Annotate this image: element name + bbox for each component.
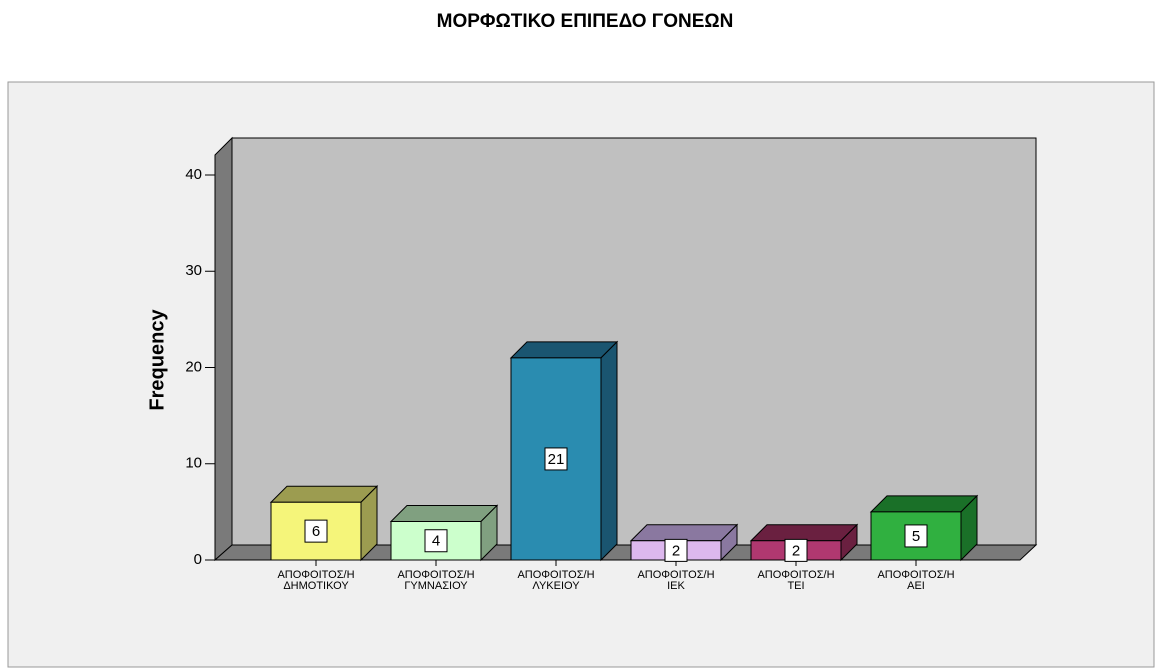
- value-label-box: [904, 524, 928, 548]
- x-tick-label: ΑΠΟΦΟΙΤΟΣ/Η ΔΗΜΟΤΙΚΟΥ: [277, 569, 354, 592]
- value-label: 2: [672, 542, 680, 559]
- value-label-box: [304, 519, 328, 543]
- value-label: 5: [912, 528, 920, 545]
- value-label: 6: [312, 523, 320, 540]
- x-tick-label: ΑΠΟΦΟΙΤΟΣ/Η ΙΕΚ: [637, 569, 714, 592]
- bar-top: [389, 505, 499, 522]
- x-tick-label: ΑΠΟΦΟΙΤΟΣ/Η ΑΕΙ: [877, 569, 954, 592]
- back-wall: [231, 137, 1037, 546]
- value-label-box: [664, 538, 688, 562]
- bar-top: [749, 524, 859, 542]
- left-wall: [214, 136, 233, 562]
- y-tick-label: 20: [185, 358, 202, 375]
- x-tick-label: ΑΠΟΦΟΙΤΟΣ/Η ΛΥΚΕΙΟΥ: [517, 569, 594, 592]
- y-tick-label: 10: [185, 455, 202, 472]
- y-tick-label: 40: [185, 166, 202, 183]
- y-axis-label: Frequency: [146, 309, 168, 411]
- value-label-box: [544, 447, 568, 471]
- bar-top: [509, 341, 619, 359]
- bar-top: [629, 524, 739, 542]
- x-tick-label: ΑΠΟΦΟΙΤΟΣ/Η ΓΥΜΝΑΣΙΟΥ: [397, 569, 474, 592]
- chart-title: ΜΟΡΦΩΤΙΚΟ ΕΠΙΠΕΔΟ ΓΟΝΕΩΝ: [437, 11, 734, 32]
- bar-top: [269, 485, 379, 503]
- y-tick-label: 0: [194, 551, 202, 568]
- bar-side: [600, 340, 618, 562]
- value-label: 21: [548, 451, 565, 468]
- y-tick-label: 30: [185, 262, 202, 279]
- value-label-box: [784, 538, 808, 562]
- value-label-box: [424, 529, 448, 553]
- value-label: 2: [792, 542, 800, 559]
- bar-top: [869, 495, 979, 513]
- x-tick-label: ΑΠΟΦΟΙΤΟΣ/Η ΤΕΙ: [757, 569, 834, 592]
- value-label: 4: [432, 533, 440, 550]
